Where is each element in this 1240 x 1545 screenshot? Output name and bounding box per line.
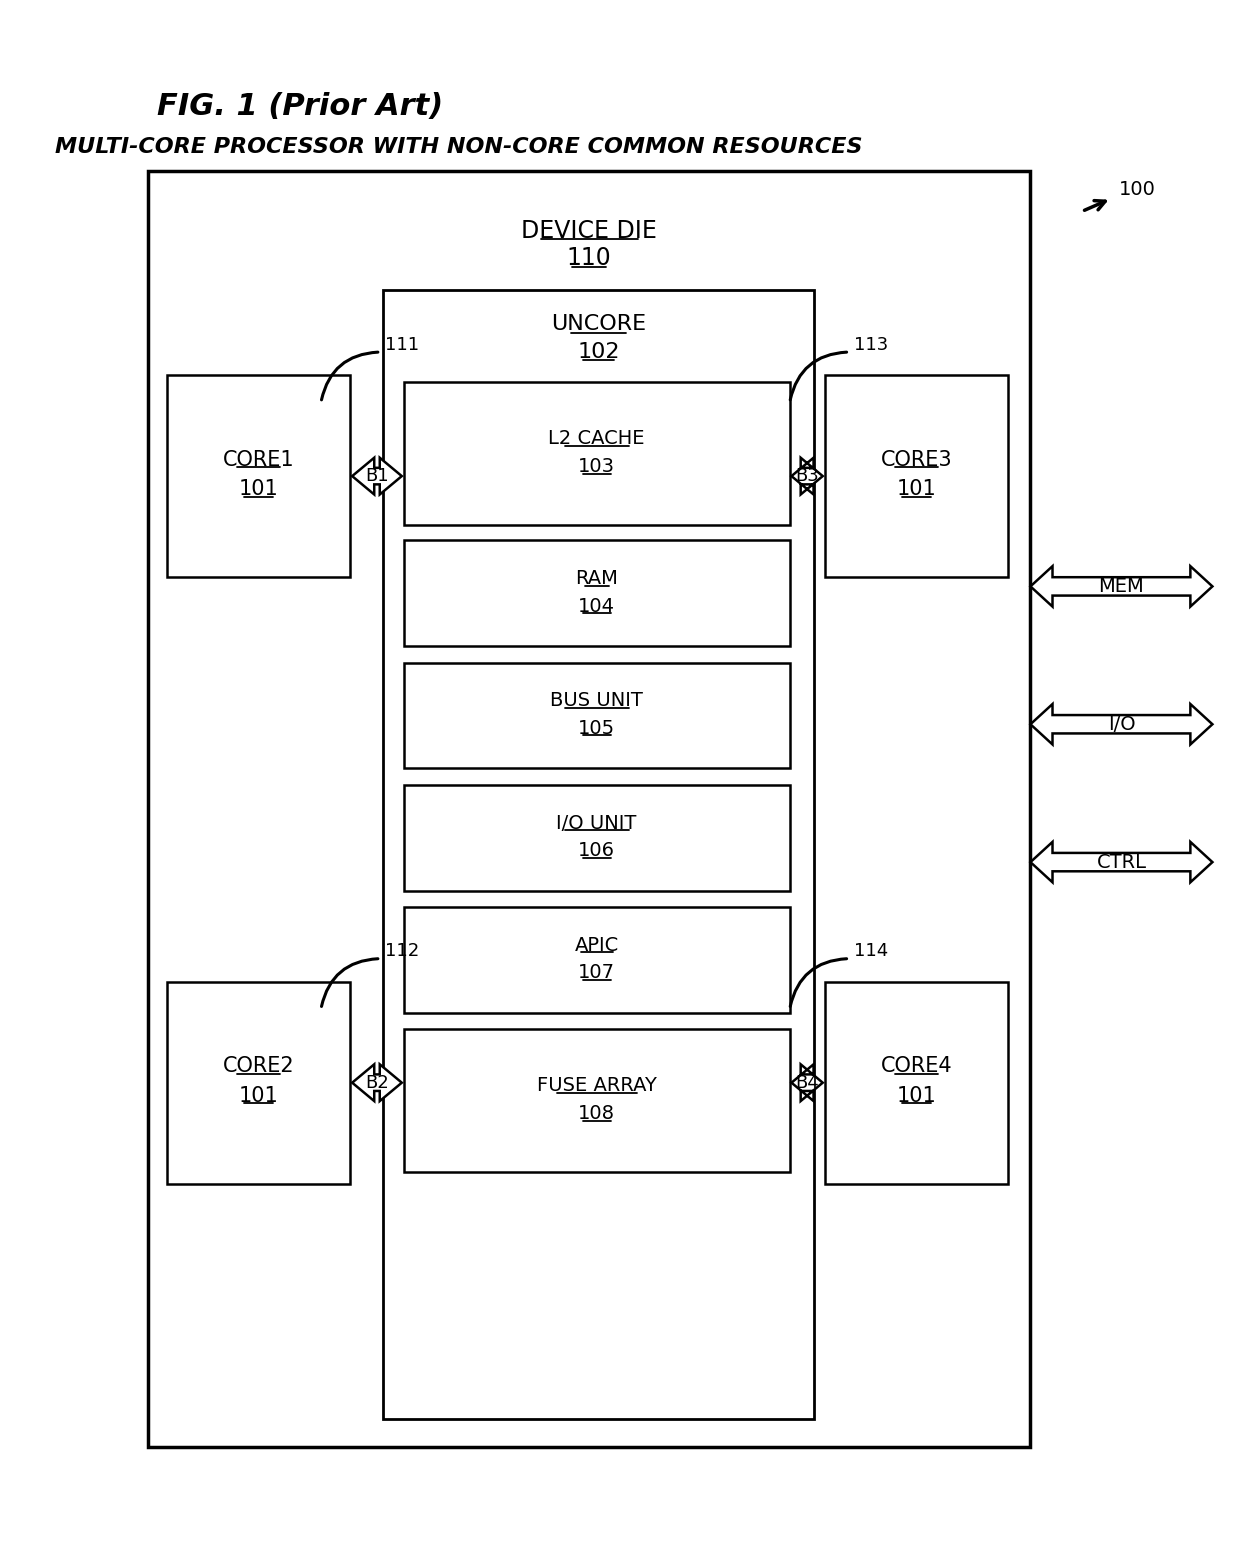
Text: 112: 112: [386, 942, 419, 961]
Polygon shape: [1030, 842, 1213, 882]
Text: 105: 105: [578, 718, 615, 739]
Text: 101: 101: [238, 479, 278, 499]
Text: MULTI-CORE PROCESSOR WITH NON-CORE COMMON RESOURCES: MULTI-CORE PROCESSOR WITH NON-CORE COMMO…: [55, 138, 863, 158]
Text: RAM: RAM: [575, 569, 618, 589]
Bar: [404, 785, 790, 890]
Text: 114: 114: [854, 942, 888, 961]
Text: MEM: MEM: [1099, 576, 1145, 596]
Bar: [825, 375, 1008, 578]
Polygon shape: [1030, 705, 1213, 745]
Bar: [404, 663, 790, 768]
Polygon shape: [1030, 565, 1213, 607]
Text: CORE2: CORE2: [223, 1057, 294, 1077]
Text: L2 CACHE: L2 CACHE: [548, 430, 645, 448]
Polygon shape: [352, 1065, 402, 1102]
Text: 104: 104: [578, 596, 615, 615]
Text: FUSE ARRAY: FUSE ARRAY: [537, 1077, 657, 1095]
Text: B1: B1: [365, 467, 389, 485]
Text: I/O UNIT: I/O UNIT: [557, 814, 637, 833]
Text: 103: 103: [578, 457, 615, 476]
Bar: [825, 981, 1008, 1183]
Text: 101: 101: [897, 1086, 936, 1106]
Text: B4: B4: [795, 1074, 818, 1092]
Text: 110: 110: [567, 246, 611, 270]
Text: 100: 100: [1118, 179, 1156, 199]
Bar: [166, 375, 351, 578]
Bar: [404, 907, 790, 1014]
Text: CTRL: CTRL: [1096, 853, 1147, 871]
Bar: [404, 541, 790, 646]
Polygon shape: [791, 1065, 823, 1102]
Text: I/O: I/O: [1107, 715, 1136, 734]
Text: DEVICE DIE: DEVICE DIE: [521, 219, 657, 243]
Text: 108: 108: [578, 1105, 615, 1123]
Bar: [166, 981, 351, 1183]
Bar: [404, 382, 790, 525]
Polygon shape: [352, 457, 402, 494]
Bar: [404, 1029, 790, 1171]
Bar: [148, 171, 1030, 1446]
Text: UNCORE: UNCORE: [551, 315, 646, 334]
Text: FIG. 1 (Prior Art): FIG. 1 (Prior Art): [157, 93, 444, 121]
Text: 111: 111: [386, 335, 419, 354]
Text: APIC: APIC: [574, 936, 619, 955]
Text: 101: 101: [897, 479, 936, 499]
Text: 102: 102: [578, 341, 620, 362]
Polygon shape: [791, 457, 823, 494]
Text: 106: 106: [578, 840, 615, 861]
Text: CORE3: CORE3: [880, 450, 952, 470]
Text: B3: B3: [795, 467, 818, 485]
Text: 101: 101: [238, 1086, 278, 1106]
Text: 107: 107: [578, 964, 615, 983]
Text: CORE1: CORE1: [223, 450, 294, 470]
Text: BUS UNIT: BUS UNIT: [551, 691, 644, 711]
Bar: [383, 290, 813, 1418]
Text: CORE4: CORE4: [880, 1057, 952, 1077]
Text: B2: B2: [365, 1074, 389, 1092]
Text: 113: 113: [854, 335, 888, 354]
